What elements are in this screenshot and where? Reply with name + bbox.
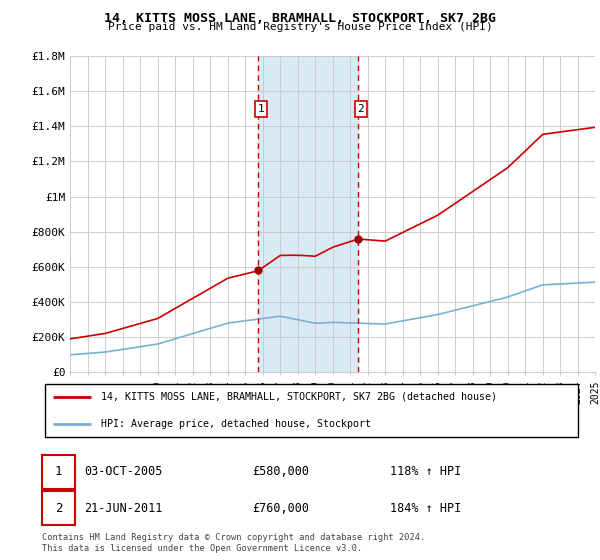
Text: Price paid vs. HM Land Registry's House Price Index (HPI): Price paid vs. HM Land Registry's House …	[107, 22, 493, 32]
FancyBboxPatch shape	[42, 455, 75, 488]
Text: £760,000: £760,000	[252, 502, 309, 515]
Text: HPI: Average price, detached house, Stockport: HPI: Average price, detached house, Stoc…	[101, 419, 371, 429]
Bar	[259, 56, 358, 372]
FancyBboxPatch shape	[42, 492, 75, 525]
Text: 118% ↑ HPI: 118% ↑ HPI	[390, 465, 461, 478]
FancyBboxPatch shape	[45, 384, 578, 437]
Text: 1: 1	[55, 465, 62, 478]
Text: 2: 2	[358, 104, 364, 114]
Text: 1: 1	[257, 104, 265, 114]
Text: 14, KITTS MOSS LANE, BRAMHALL, STOCKPORT, SK7 2BG: 14, KITTS MOSS LANE, BRAMHALL, STOCKPORT…	[104, 12, 496, 25]
Text: Contains HM Land Registry data © Crown copyright and database right 2024.
This d: Contains HM Land Registry data © Crown c…	[42, 533, 425, 553]
Text: £580,000: £580,000	[252, 465, 309, 478]
Text: 2: 2	[55, 502, 62, 515]
Text: 184% ↑ HPI: 184% ↑ HPI	[390, 502, 461, 515]
Text: 21-JUN-2011: 21-JUN-2011	[84, 502, 163, 515]
Text: 14, KITTS MOSS LANE, BRAMHALL, STOCKPORT, SK7 2BG (detached house): 14, KITTS MOSS LANE, BRAMHALL, STOCKPORT…	[101, 391, 497, 402]
Text: 03-OCT-2005: 03-OCT-2005	[84, 465, 163, 478]
